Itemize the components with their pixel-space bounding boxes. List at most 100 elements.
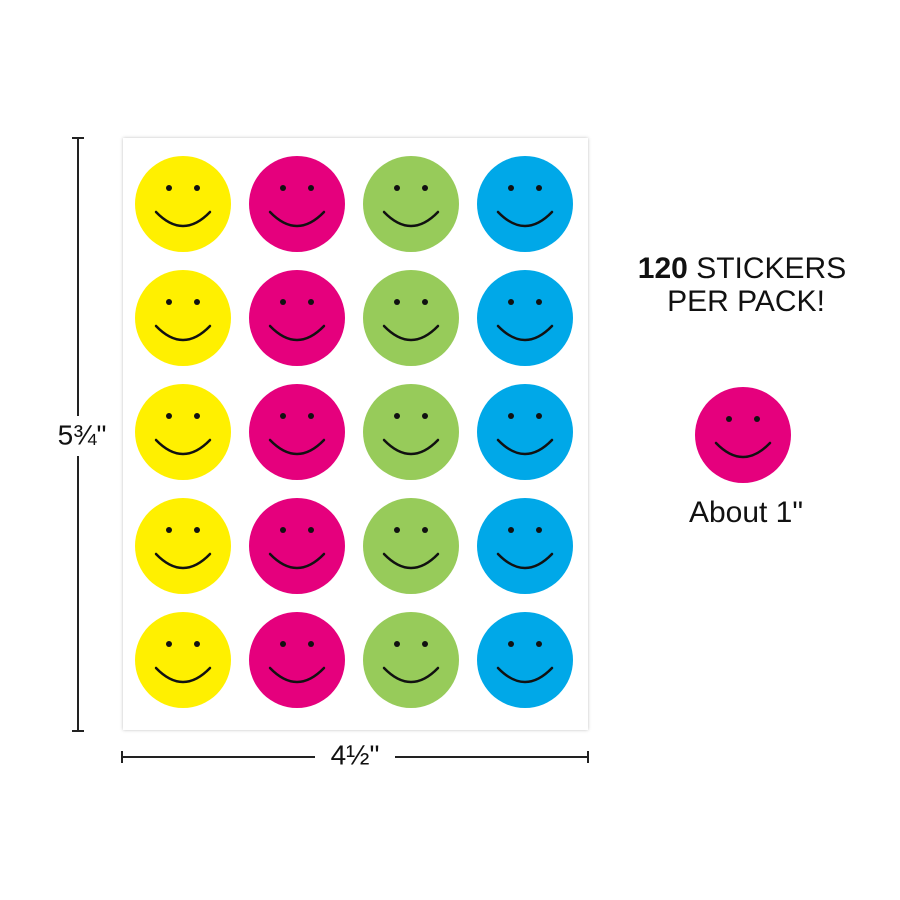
eye (754, 416, 760, 422)
smile (268, 552, 326, 570)
eye (166, 185, 172, 191)
eye (536, 299, 542, 305)
smile (154, 666, 212, 684)
sticker-face (363, 498, 459, 594)
sticker-face (135, 612, 231, 708)
eye (508, 527, 514, 533)
sticker-face (135, 156, 231, 252)
eye (280, 641, 286, 647)
sticker-face (135, 270, 231, 366)
sticker-face (477, 270, 573, 366)
eye (536, 527, 542, 533)
eye (394, 413, 400, 419)
sticker-grid (135, 156, 573, 708)
smile (154, 210, 212, 228)
smile (268, 324, 326, 342)
sticker-face (477, 384, 573, 480)
sticker-face (135, 384, 231, 480)
eye (536, 185, 542, 191)
eye (194, 185, 200, 191)
sticker-face (477, 156, 573, 252)
sticker (135, 384, 231, 480)
sticker (135, 498, 231, 594)
label-gap (50, 416, 112, 456)
sticker-face (695, 387, 791, 483)
smile (382, 552, 440, 570)
sticker (477, 156, 573, 252)
eye (166, 527, 172, 533)
sticker (363, 498, 459, 594)
eye (166, 641, 172, 647)
sticker-face (363, 270, 459, 366)
sticker (249, 612, 345, 708)
eye (194, 641, 200, 647)
sticker (477, 498, 573, 594)
sticker-face (249, 498, 345, 594)
sticker (249, 270, 345, 366)
smile (496, 438, 554, 456)
sticker-face (249, 270, 345, 366)
eye (394, 185, 400, 191)
smile (382, 324, 440, 342)
eye (280, 299, 286, 305)
eye (166, 413, 172, 419)
headline-text: STICKERS (696, 252, 846, 285)
sticker-face (363, 384, 459, 480)
eye (394, 527, 400, 533)
sticker (363, 270, 459, 366)
sticker (363, 384, 459, 480)
smile (496, 324, 554, 342)
eye (194, 527, 200, 533)
eye (508, 299, 514, 305)
smile (268, 438, 326, 456)
sticker (363, 156, 459, 252)
sticker-face (249, 384, 345, 480)
sample-sticker (695, 387, 791, 483)
sticker (249, 498, 345, 594)
smile (154, 324, 212, 342)
eye (308, 527, 314, 533)
smile (714, 441, 772, 459)
eye (308, 413, 314, 419)
height-label: 5¾" (58, 419, 107, 450)
sticker (135, 270, 231, 366)
smile (268, 666, 326, 684)
sticker-face (249, 612, 345, 708)
sample-caption: About 1" (689, 496, 803, 529)
eye (536, 413, 542, 419)
eye (280, 185, 286, 191)
eye (422, 185, 428, 191)
eye (422, 641, 428, 647)
sticker (249, 384, 345, 480)
sticker (135, 612, 231, 708)
sticker (135, 156, 231, 252)
eye (508, 185, 514, 191)
sticker-face (363, 156, 459, 252)
eye (308, 185, 314, 191)
eye (508, 413, 514, 419)
smile (382, 438, 440, 456)
eye (280, 527, 286, 533)
sticker (249, 156, 345, 252)
smile (496, 666, 554, 684)
sticker-face (363, 612, 459, 708)
smile (154, 438, 212, 456)
eye (422, 299, 428, 305)
headline: 120 STICKERS (638, 252, 846, 285)
sticker (477, 270, 573, 366)
sticker-face (135, 498, 231, 594)
smile (496, 552, 554, 570)
eye (394, 299, 400, 305)
eye (508, 641, 514, 647)
smile (496, 210, 554, 228)
sticker-face (477, 612, 573, 708)
sticker-count: 120 (638, 252, 688, 285)
label-gap (315, 740, 395, 774)
eye (422, 527, 428, 533)
headline-line2: PER PACK! (667, 285, 825, 318)
eye (280, 413, 286, 419)
sticker (363, 612, 459, 708)
eye (726, 416, 732, 422)
eye (194, 413, 200, 419)
